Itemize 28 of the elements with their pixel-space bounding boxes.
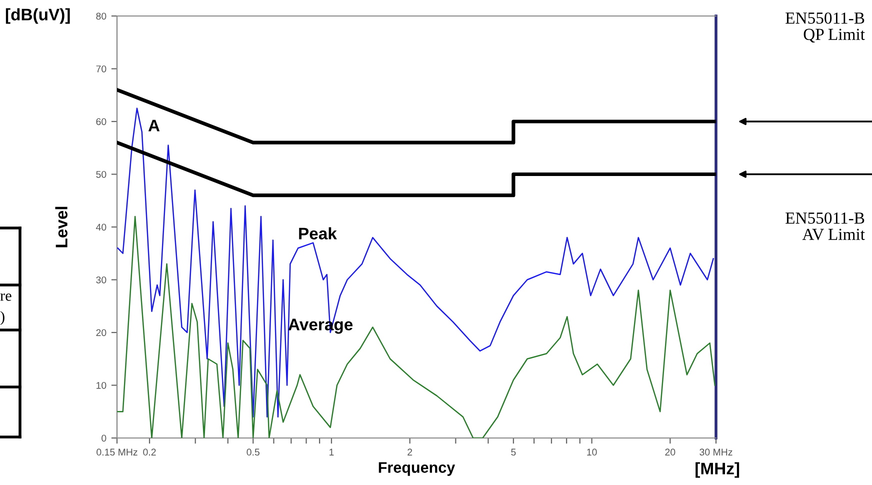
y-axis-title: Level [55,206,68,248]
x-tick-label: 0.5 [246,448,260,456]
y-tick-label: 20 [96,329,106,336]
text: EN55011-B QP Limit [786,12,865,43]
y-tick-label: 30 [96,276,106,284]
x-tick-label: 0.2 [143,448,156,456]
text: ) [0,311,4,325]
x-tick-label: 30 MHz [700,448,732,456]
y-tick-label: 0 [102,434,106,442]
y-tick-label: 10 [96,382,106,389]
text: [dB(uV)] [6,8,70,24]
text: EN55011-B AV Limit [786,212,865,240]
x-tick-label: 5 [511,448,516,456]
x-tick-label: 1 [330,448,334,456]
y-tick-label: 50 [96,170,106,178]
text: re [0,293,12,301]
y-tick-label: 80 [96,12,106,20]
x-tick-label: 2 [408,448,412,456]
x-tick-label: 10 [587,448,597,456]
annotation: Peak [299,227,337,240]
x-axis-title: Frequency [378,462,456,476]
y-tick-label: 40 [96,224,106,231]
y-tick-label: 70 [96,65,106,72]
annotation: A [148,120,160,132]
text: [MHz] [696,462,740,478]
x-tick-label: 20 [665,448,676,456]
x-tick-label: 0.15 MHz [96,448,138,456]
y-tick-label: 60 [96,118,106,126]
